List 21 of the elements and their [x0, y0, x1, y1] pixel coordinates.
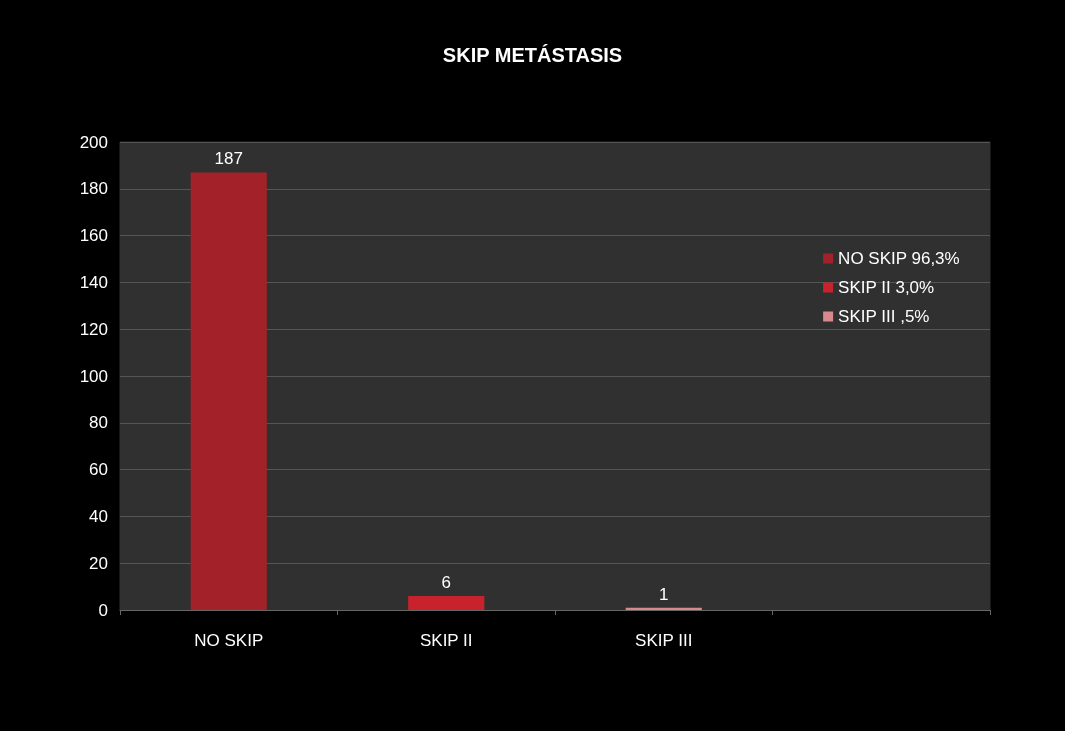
legend-label: SKIP II 3,0%: [838, 278, 935, 297]
y-tick-label: 120: [79, 319, 108, 339]
y-tick-label: 80: [89, 413, 108, 433]
data-label: 6: [441, 572, 451, 592]
legend-label: SKIP III ,5%: [838, 307, 930, 326]
x-tick-label: NO SKIP: [194, 631, 264, 650]
chart-title: SKIP METÁSTASIS: [442, 44, 623, 66]
y-tick-label: 160: [79, 226, 108, 246]
legend-label: NO SKIP 96,3%: [838, 249, 960, 268]
y-tick-label: 60: [89, 460, 108, 480]
y-tick-label: 200: [79, 132, 108, 152]
x-tick-label: SKIP III: [635, 631, 693, 650]
y-tick-label: 140: [79, 272, 108, 292]
y-tick-label: 20: [89, 553, 108, 573]
y-tick-label: 40: [89, 506, 108, 526]
x-tick-label: SKIP II: [419, 631, 473, 650]
y-tick-label: 100: [79, 366, 108, 386]
y-tick-label: 0: [98, 600, 108, 620]
data-label: 1: [659, 584, 669, 604]
y-tick-label: 180: [79, 179, 108, 199]
data-label: 187: [214, 149, 243, 169]
